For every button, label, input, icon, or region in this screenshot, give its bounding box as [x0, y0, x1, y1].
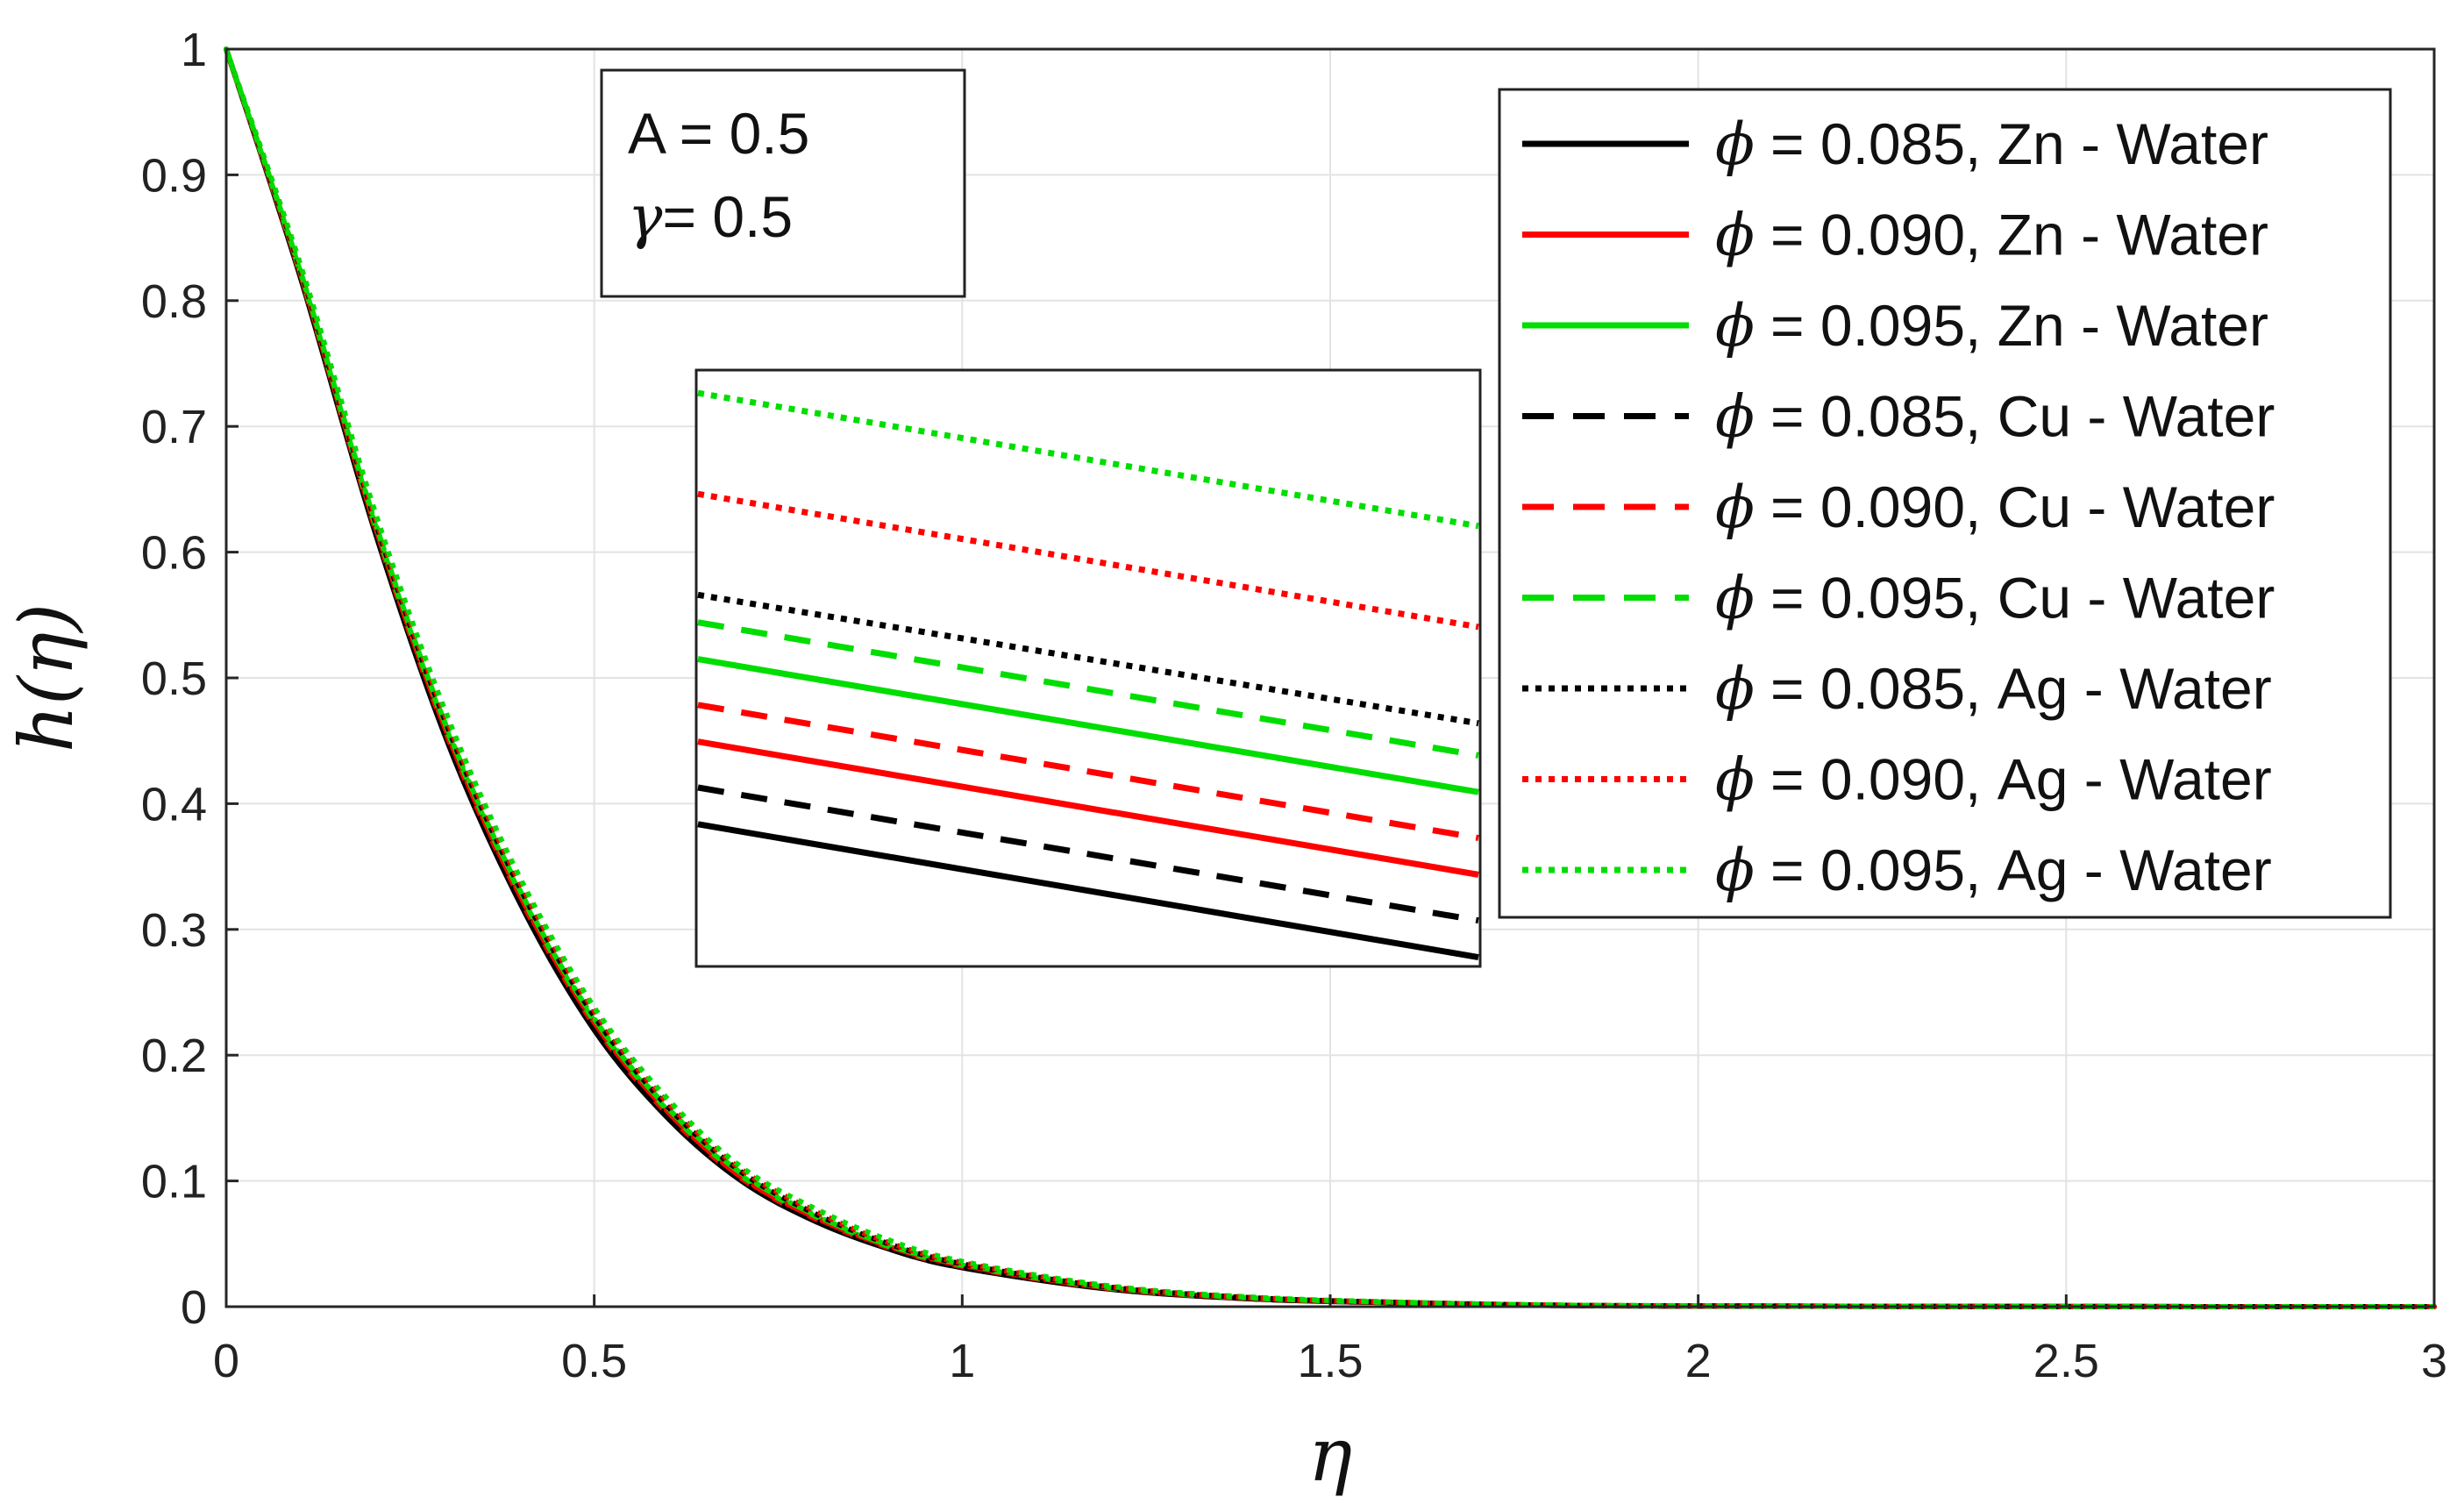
y-tick-label: 1: [181, 24, 207, 76]
x-tick-label: 2: [1685, 1335, 1712, 1387]
inset-line-3: [697, 784, 1479, 924]
y-tick-label: 0.4: [141, 778, 207, 830]
phi-symbol: ϕ: [1715, 383, 1755, 451]
inset-line-5: [697, 619, 1479, 759]
inset-line-7: [697, 490, 1479, 631]
inset-lines: [697, 389, 1479, 960]
annotation-line-gamma: γ= 0.5: [628, 183, 793, 251]
x-tick-label: 2.5: [2033, 1335, 2099, 1387]
y-tick-label: 0: [181, 1281, 207, 1334]
legend-label-text: = 0.085, Cu - Water: [1770, 384, 2275, 449]
x-axis-label: η: [1308, 1412, 1352, 1498]
y-tick-label: 0.2: [141, 1030, 207, 1082]
legend-label-text: = 0.095, Ag - Water: [1770, 838, 2272, 902]
y-tick-label: 0.3: [141, 904, 207, 957]
y-axis-label: h(η): [4, 603, 89, 752]
inset-line-6: [697, 591, 1479, 727]
x-tick-label: 0.5: [561, 1335, 627, 1387]
legend-label-0: ϕ = 0.085, Zn - Water: [1715, 110, 2268, 178]
y-tick-label: 0.8: [141, 275, 207, 328]
annotation-box: [600, 68, 966, 298]
legend-label-1: ϕ = 0.090, Zn - Water: [1715, 202, 2268, 269]
inset: [694, 368, 1482, 968]
x-tick-label: 3: [2421, 1335, 2447, 1387]
legend-label-2: ϕ = 0.095, Zn - Water: [1715, 292, 2268, 360]
legend-label-3: ϕ = 0.085, Cu - Water: [1715, 383, 2275, 451]
phi-symbol: ϕ: [1715, 565, 1755, 632]
legend-label-text: = 0.090, Zn - Water: [1770, 203, 2268, 267]
legend-label-text: = 0.095, Zn - Water: [1770, 293, 2268, 358]
x-tick-label: 0: [213, 1335, 239, 1387]
phi-symbol: ϕ: [1715, 292, 1755, 360]
legend-label-7: ϕ = 0.090, Ag - Water: [1715, 746, 2272, 814]
inset-line-4: [697, 702, 1479, 841]
gamma-value: = 0.5: [662, 184, 793, 249]
ticks: 0 0.5 1 1.5 2 2.5 3 0 0.1 0.2 0.3 0.4 0.5 0.6 0.7 0.8 0.…: [141, 24, 2447, 1387]
parameter-annotation: A = 0.5 γ= 0.5: [600, 68, 966, 298]
legend-label-text: = 0.095, Cu - Water: [1770, 566, 2275, 631]
legend-label-4: ϕ = 0.090, Cu - Water: [1715, 474, 2275, 541]
legend-label-6: ϕ = 0.085, Ag - Water: [1715, 655, 2272, 723]
inset-line-0: [697, 821, 1479, 960]
inset-line-1: [697, 738, 1479, 878]
gamma-symbol: γ: [628, 183, 663, 251]
x-tick-label: 1: [949, 1335, 975, 1387]
phi-symbol: ϕ: [1715, 110, 1755, 178]
x-tick-label: 1.5: [1297, 1335, 1363, 1387]
y-tick-label: 0.5: [141, 652, 207, 705]
annotation-line-a: A = 0.5: [628, 101, 809, 166]
phi-symbol: ϕ: [1715, 746, 1755, 814]
inset-line-2: [697, 656, 1479, 795]
legend-label-5: ϕ = 0.095, Cu - Water: [1715, 565, 2275, 632]
legend-label-text: = 0.085, Ag - Water: [1770, 656, 2272, 721]
phi-symbol: ϕ: [1715, 202, 1755, 269]
legend-label-text: = 0.085, Zn - Water: [1770, 111, 2268, 176]
legend-label-text: = 0.090, Cu - Water: [1770, 474, 2275, 539]
inset-line-8: [697, 389, 1479, 530]
y-tick-label: 0.9: [141, 149, 207, 202]
inset-frame: [694, 368, 1482, 968]
phi-symbol: ϕ: [1715, 474, 1755, 541]
phi-symbol: ϕ: [1715, 655, 1755, 723]
legend-label-text: = 0.090, Ag - Water: [1770, 747, 2272, 812]
legend-label-8: ϕ = 0.095, Ag - Water: [1715, 837, 2272, 904]
y-tick-label: 0.7: [141, 401, 207, 453]
phi-symbol: ϕ: [1715, 837, 1755, 904]
y-tick-label: 0.6: [141, 527, 207, 580]
legend-box: [1498, 88, 2392, 919]
y-tick-label: 0.1: [141, 1156, 207, 1208]
